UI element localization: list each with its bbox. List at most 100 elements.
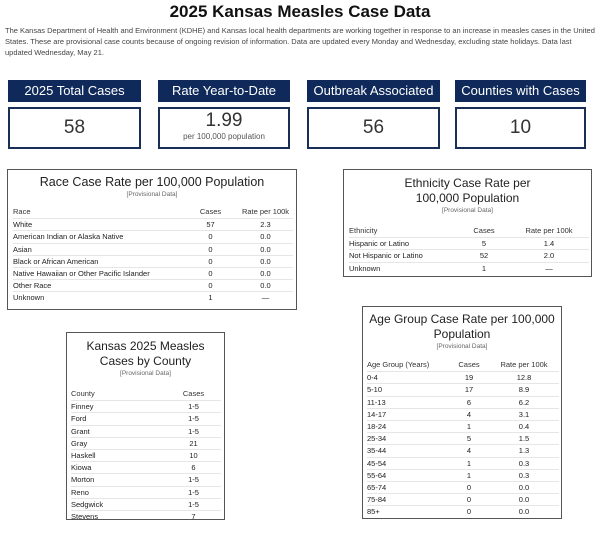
race-row-cell: White xyxy=(13,220,33,230)
age-row: 11-13 6 6.2 xyxy=(367,395,559,408)
county-panel: Kansas 2025 Measles Cases by County [Pro… xyxy=(66,332,225,522)
age-row: 55-64 1 0.3 xyxy=(367,468,559,481)
ethnicity-row: Not Hispanic or Latino 52 2.0 xyxy=(349,249,589,261)
race-row-cell: Other Race xyxy=(13,281,52,291)
county-col-cases: Cases xyxy=(182,389,205,398)
age-row: 35-44 4 1.3 xyxy=(367,444,559,456)
race-row: Other Race 0 0.0 xyxy=(13,279,293,291)
county-row: Reno 1-5 xyxy=(71,485,221,498)
county-title-line1: Kansas 2025 Measles xyxy=(86,339,205,353)
ethnicity-row: Hispanic or Latino 5 1.4 xyxy=(349,237,589,249)
county-table: County Cases Finney 1-5 Ford 1-5 Grant 1-5 Gra… xyxy=(71,388,221,522)
age-subtitle: [Provisional Data] xyxy=(436,343,488,350)
age-row-cell: 17 xyxy=(464,385,474,395)
age-title-line1: Age Group Case Rate per 100,000 xyxy=(369,312,555,326)
race-row-cell: 0 xyxy=(208,281,213,291)
race-panel: Race Case Rate per 100,000 Population [P… xyxy=(7,169,297,310)
age-row-cell: 1.5 xyxy=(518,434,530,444)
ethnicity-row-cell: Unknown xyxy=(349,263,381,273)
race-row-cell: 0.0 xyxy=(260,232,271,242)
age-row: 65-74 0 0.0 xyxy=(367,480,559,493)
race-row-cell: American Indian or Alaska Native xyxy=(13,232,124,242)
race-row-cell: 57 xyxy=(206,220,215,230)
age-row-cell: 18-24 xyxy=(367,421,387,431)
ethnicity-row-cell: 1 xyxy=(481,263,487,273)
county-row-cell: Stevens xyxy=(71,511,99,521)
ethnicity-table: Ethnicity Cases Rate per 100k Hispanic o… xyxy=(349,225,589,274)
kpi-outbreak-value: 56 xyxy=(362,117,385,138)
county-row-cell: 10 xyxy=(189,450,198,460)
ethnicity-col-cases: Cases xyxy=(473,226,495,235)
race-col-cases: Cases xyxy=(199,207,222,216)
race-row-cell: Native Hawaiian or Other Pacific Islande… xyxy=(13,268,150,278)
age-row: 5-10 17 8.9 xyxy=(367,383,559,395)
ethnicity-row: Unknown 1 — xyxy=(349,261,589,274)
ethnicity-title-line1: Ethnicity Case Rate per xyxy=(404,176,531,190)
age-row-cell: 55-64 xyxy=(367,470,387,480)
ethnicity-row-cell: — xyxy=(545,263,553,273)
age-row-cell: 19 xyxy=(464,373,474,383)
age-col-group: Age Group (Years) xyxy=(367,360,430,369)
race-row: Black or African American 0 0.0 xyxy=(13,254,293,267)
age-row-cell: 0.3 xyxy=(518,458,530,468)
ethnicity-title-line2: 100,000 Population xyxy=(415,191,520,205)
age-row-cell: 85+ xyxy=(367,507,380,517)
age-row-cell: 11-13 xyxy=(367,397,386,407)
age-row-cell: 0 xyxy=(466,507,472,517)
county-row-cell: 1-5 xyxy=(188,487,199,497)
race-row: Unknown 1 — xyxy=(13,291,293,303)
age-row-cell: 25-34 xyxy=(367,434,387,444)
kpi-total-cases-label: 2025 Total Cases xyxy=(8,80,141,102)
race-row-cell: — xyxy=(261,293,270,303)
county-row-cell: Sedgwick xyxy=(71,499,104,509)
race-row-cell: 0 xyxy=(208,256,213,266)
ethnicity-subtitle: [Provisional Data] xyxy=(442,207,493,214)
ethnicity-col-rate: Rate per 100k xyxy=(525,226,573,235)
ethnicity-row-cell: 5 xyxy=(481,239,487,249)
race-table: Race Cases Rate per 100k White 57 2.3 Ameri… xyxy=(13,206,293,304)
age-row-cell: 0.0 xyxy=(518,482,530,492)
race-row: Native Hawaiian or Other Pacific Islande… xyxy=(13,266,293,279)
kpi-outbreak-label: Outbreak Associated xyxy=(307,80,440,102)
race-row-cell: Asian xyxy=(13,244,32,254)
kpi-rate-value: 1.99 xyxy=(205,110,243,131)
kpi-total-cases-card: 58 xyxy=(8,107,141,149)
kpi-outbreak-card: 56 xyxy=(307,107,440,149)
county-col-county: County xyxy=(71,389,95,398)
age-row-cell: 1.3 xyxy=(518,446,530,456)
age-row: 14-17 4 3.1 xyxy=(367,407,559,420)
age-title-line2: Population xyxy=(433,327,491,341)
kpi-rate-label: Rate Year-to-Date xyxy=(158,80,290,102)
age-row-cell: 14-17 xyxy=(367,409,387,419)
age-row: 0-4 19 12.8 xyxy=(367,371,559,383)
county-title-line2: Cases by County xyxy=(99,354,192,368)
county-row: Gray 21 xyxy=(71,436,221,449)
race-row-cell: 0.0 xyxy=(260,244,271,254)
age-col-rate: Rate per 100k xyxy=(500,360,548,369)
county-row-cell: Reno xyxy=(71,487,89,497)
county-row-cell: Grant xyxy=(71,426,90,436)
race-row-cell: 0 xyxy=(208,244,213,254)
age-row: 75-84 0 0.0 xyxy=(367,493,559,505)
age-row-cell: 4 xyxy=(466,446,472,456)
county-subtitle: [Provisional Data] xyxy=(120,370,171,377)
ethnicity-row-cell: 2.0 xyxy=(543,251,555,261)
age-row-cell: 0.0 xyxy=(518,495,530,505)
county-row: Grant 1-5 xyxy=(71,424,221,437)
county-table-header: County Cases xyxy=(71,388,221,400)
age-table-header: Age Group (Years) Cases Rate per 100k xyxy=(367,359,559,371)
intro-text: The Kansas Department of Health and Envi… xyxy=(5,26,595,57)
county-row-cell: 1-5 xyxy=(188,402,199,412)
kpi-counties-value: 10 xyxy=(509,117,532,138)
ethnicity-row-cell: Hispanic or Latino xyxy=(349,239,410,249)
kpi-counties-card: 10 xyxy=(455,107,586,149)
age-row-cell: 3.1 xyxy=(518,409,530,419)
age-row-cell: 6 xyxy=(466,397,472,407)
county-row: Ford 1-5 xyxy=(71,412,221,424)
age-row-cell: 1 xyxy=(466,421,472,431)
age-row-cell: 35-44 xyxy=(367,446,387,456)
county-row: Stevens 7 xyxy=(71,509,221,522)
race-row-cell: 0.0 xyxy=(260,256,271,266)
age-row-cell: 4 xyxy=(466,409,472,419)
county-row-cell: 1-5 xyxy=(188,414,199,424)
